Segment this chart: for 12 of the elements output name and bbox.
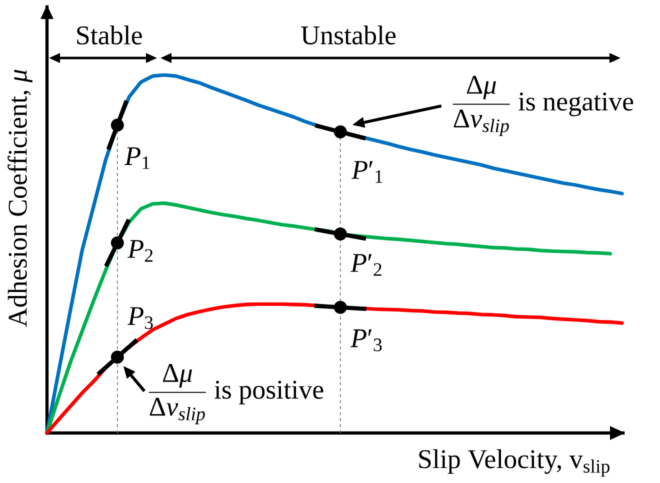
annotation: $\textit{P}\text{′}_{\text{1}}$ [351, 161, 382, 183]
y-axis-title: Adhesion Coefficient, μ [8, 70, 32, 327]
annotation: $\textit{P}\text{′}_{\text{3}}$ [350, 329, 382, 352]
annotation: $\textit{P}_{\text{3}}$ [127, 307, 153, 330]
text: Stable [77, 25, 142, 44]
annotation: $\textit{P}_{\text{1}}$ [124, 147, 150, 169]
annotation: $\frac{\text{Δ}\textit{μ}}{\text{Δ}\textit{v}_{\textit{slip}}}\text{ is positive}$ [148, 364, 324, 424]
annotation: $\frac{\text{Δ}\textit{μ}}{\text{Δ}\textit{v}_{\textit{slip}}}\text{ is negative}$ [452, 76, 634, 136]
text: Unstable [301, 25, 396, 44]
x-axis-title: Slip Velocity, v$_{slip}$ [419, 449, 610, 477]
annotation: $\textit{P}\text{′}_{\text{2}}$ [350, 254, 382, 276]
annotation: $\textit{P}_{\text{2}}$ [127, 240, 153, 262]
